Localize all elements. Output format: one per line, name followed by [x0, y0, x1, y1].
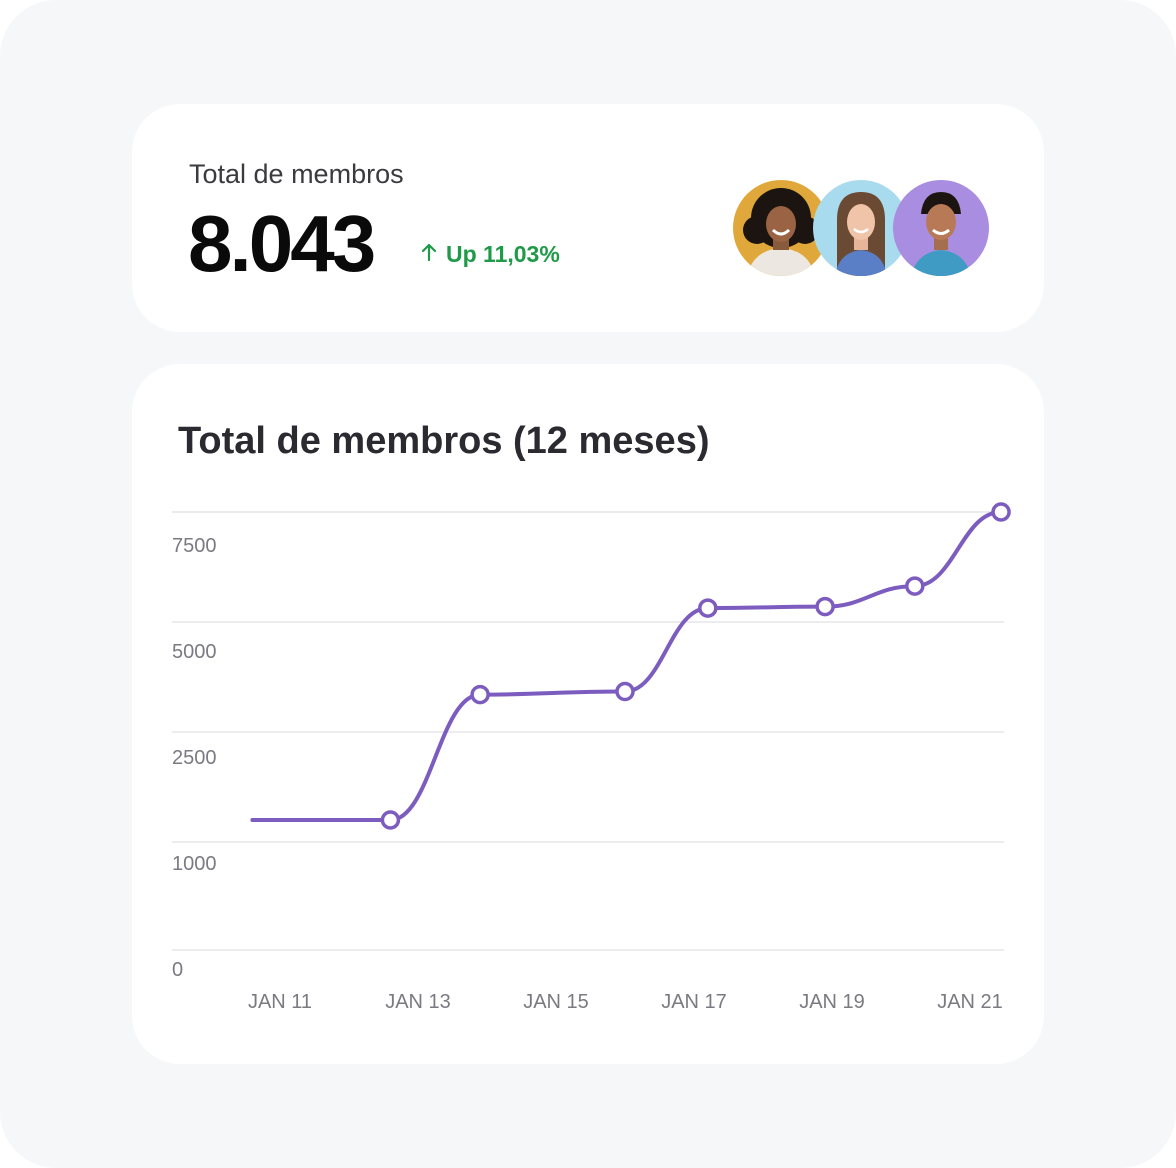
data-point — [470, 684, 490, 705]
data-point — [615, 681, 635, 702]
data-point — [991, 502, 1011, 522]
total-members-value: 8.043 — [188, 199, 376, 288]
members-chart-card: Total de membros (12 meses) 7500 5000 2500… — [132, 364, 1044, 1064]
members-line-chart: 7500 5000 2500 1000 0 JAN 11 JAN 13 JAN 15 JAN 1… — [172, 502, 1011, 1013]
x-tick-label: JAN 19 — [799, 991, 865, 1013]
data-point — [815, 596, 835, 617]
total-members-card: Total de membros 8.043 Up 11,03% — [132, 104, 1044, 332]
x-tick-label: JAN 11 — [248, 991, 312, 1013]
data-point — [380, 810, 401, 830]
avatar — [893, 180, 989, 276]
x-tick-label: JAN 21 — [937, 991, 1003, 1013]
y-tick-label: 7500 — [172, 535, 217, 557]
series-line — [250, 510, 1004, 822]
chart-title: Total de membros (12 meses) — [178, 420, 710, 462]
data-point — [905, 576, 925, 596]
trend-text: Up 11,03% — [446, 241, 560, 267]
trend-badge: Up 11,03% — [420, 241, 560, 268]
total-members-label: Total de membros — [189, 159, 404, 189]
y-tick-label: 1000 — [172, 853, 217, 875]
x-tick-label: JAN 17 — [661, 991, 727, 1013]
x-tick-label: JAN 13 — [385, 991, 451, 1013]
y-tick-label: 5000 — [172, 641, 217, 663]
y-tick-label: 0 — [172, 959, 183, 981]
arrow-up-icon — [420, 241, 438, 268]
x-tick-label: JAN 15 — [523, 991, 589, 1013]
y-tick-label: 2500 — [172, 747, 217, 769]
data-point — [698, 598, 718, 618]
